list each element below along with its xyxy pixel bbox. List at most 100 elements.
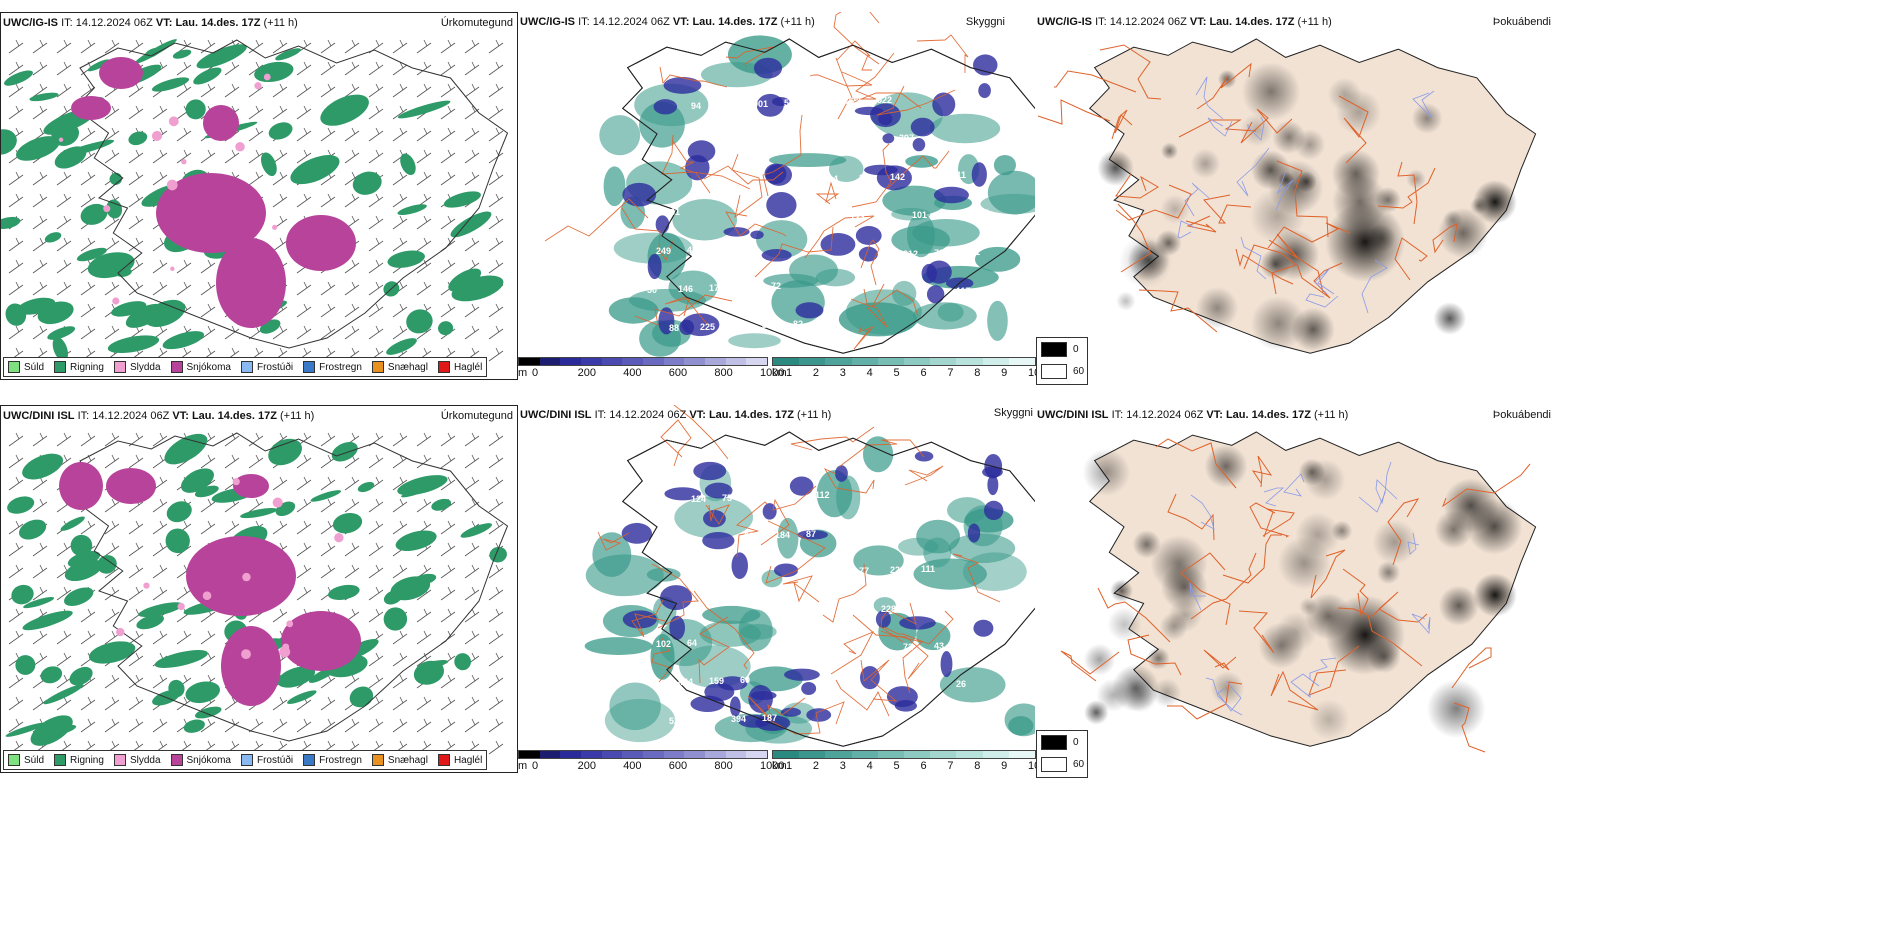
wind-barb: [32, 325, 48, 340]
visibility-value: 394: [731, 714, 746, 724]
wind-barb: [368, 608, 384, 623]
wind-barb: [8, 718, 24, 733]
wind-barb: [416, 149, 432, 164]
wind-barb: [272, 696, 288, 711]
wind-barb: [488, 520, 504, 535]
visibility-value: 68: [881, 211, 891, 221]
wind-barb: [296, 303, 312, 318]
wind-barb: [344, 127, 360, 142]
road-line: [1115, 173, 1159, 199]
wind-barb: [488, 237, 504, 252]
wind-barb: [368, 237, 384, 252]
wind-barb: [8, 476, 24, 491]
wind-barb: [80, 83, 96, 98]
wind-barb: [8, 542, 24, 557]
wind-barb: [464, 498, 480, 513]
wind-barb: [488, 608, 504, 623]
wind-barb: [320, 718, 336, 733]
road-line: [1180, 552, 1231, 626]
wind-barb: [464, 105, 480, 120]
colorbar-cell: [725, 358, 747, 365]
precip-legend: Súld Rigning Slydda Snjókoma Frostúði Frostre…: [3, 357, 488, 377]
road-line: [736, 501, 768, 558]
road-line: [1238, 610, 1275, 654]
wind-barb: [464, 325, 480, 340]
wind-barb: [320, 432, 336, 447]
wind-barb: [488, 696, 504, 711]
road-line: [760, 485, 817, 546]
visibility-value: 103: [638, 64, 653, 74]
road-line: [1111, 109, 1133, 140]
panel-header: UWC/IG-IS IT: 14.12.2024 06Z VT: Lau. 14…: [520, 16, 815, 28]
road-line: [1337, 607, 1423, 667]
visibility-value: 63: [744, 531, 754, 541]
wind-barb: [296, 718, 312, 733]
wind-barb: [416, 127, 432, 142]
visibility-value: 209: [859, 173, 874, 183]
road-line: [762, 114, 803, 197]
road-line: [1308, 645, 1360, 696]
wind-barb: [488, 325, 504, 340]
wind-barb: [368, 564, 384, 579]
road-line: [916, 34, 969, 73]
wind-barb: [488, 61, 504, 76]
wind-barb: [488, 259, 504, 274]
wind-barb: [128, 215, 144, 230]
wind-barb: [272, 83, 288, 98]
colorbar-cell: [746, 358, 768, 365]
wind-barb: [32, 432, 48, 447]
road-line: [765, 520, 826, 584]
colorbar-swatches: [518, 750, 768, 759]
wind-barb: [128, 83, 144, 98]
road-line: [631, 599, 666, 638]
colorbar-swatches: [772, 750, 1036, 759]
road-line: [815, 181, 840, 205]
wind-barb: [296, 520, 312, 535]
wind-barb: [56, 542, 72, 557]
road-line: [904, 465, 944, 486]
wind-barb: [80, 237, 96, 252]
wind-barb: [416, 608, 432, 623]
wind-barb: [344, 564, 360, 579]
wind-barb: [104, 674, 120, 689]
river-line: [1195, 76, 1224, 120]
wind-barb: [104, 237, 120, 252]
colorbar-swatches: [518, 357, 768, 366]
wind-barb: [320, 696, 336, 711]
colorbar-tick: 7: [947, 367, 954, 379]
road-line: [1370, 591, 1428, 623]
wind-barb: [152, 718, 168, 733]
road-line: [597, 531, 630, 551]
wind-barb: [392, 498, 408, 513]
wind-barb: [416, 432, 432, 447]
road-line: [731, 153, 763, 219]
wind-barb: [392, 215, 408, 230]
colorbar-cell: [904, 358, 931, 365]
colorbar-cell: [799, 358, 826, 365]
visibility-value: 229: [890, 565, 905, 575]
wind-barb: [416, 259, 432, 274]
wind-barb: [56, 586, 72, 601]
wind-barb: [224, 696, 240, 711]
wind-barb: [464, 61, 480, 76]
road-line: [822, 563, 867, 623]
wind-barb: [8, 105, 24, 120]
wind-barb: [8, 61, 24, 76]
colorbar-cell: [982, 358, 1009, 365]
colorbar-cell: [1008, 358, 1036, 365]
road-line: [1196, 62, 1252, 110]
road-line: [880, 630, 923, 694]
colorbar-cell: [825, 358, 852, 365]
wind-barb: [104, 696, 120, 711]
legend-label: Slydda: [129, 361, 161, 373]
wind-barb: [392, 564, 408, 579]
wind-barb: [32, 105, 48, 120]
road-line: [659, 66, 728, 88]
legend-item: Slydda: [113, 361, 161, 373]
wind-barb: [320, 127, 336, 142]
visibility-m-colorbar: m 0 200 400 600 800 1000: [518, 357, 784, 379]
road-line: [1185, 215, 1217, 233]
road-line: [1138, 289, 1218, 333]
wind-barb: [152, 520, 168, 535]
road-line: [1235, 248, 1294, 285]
